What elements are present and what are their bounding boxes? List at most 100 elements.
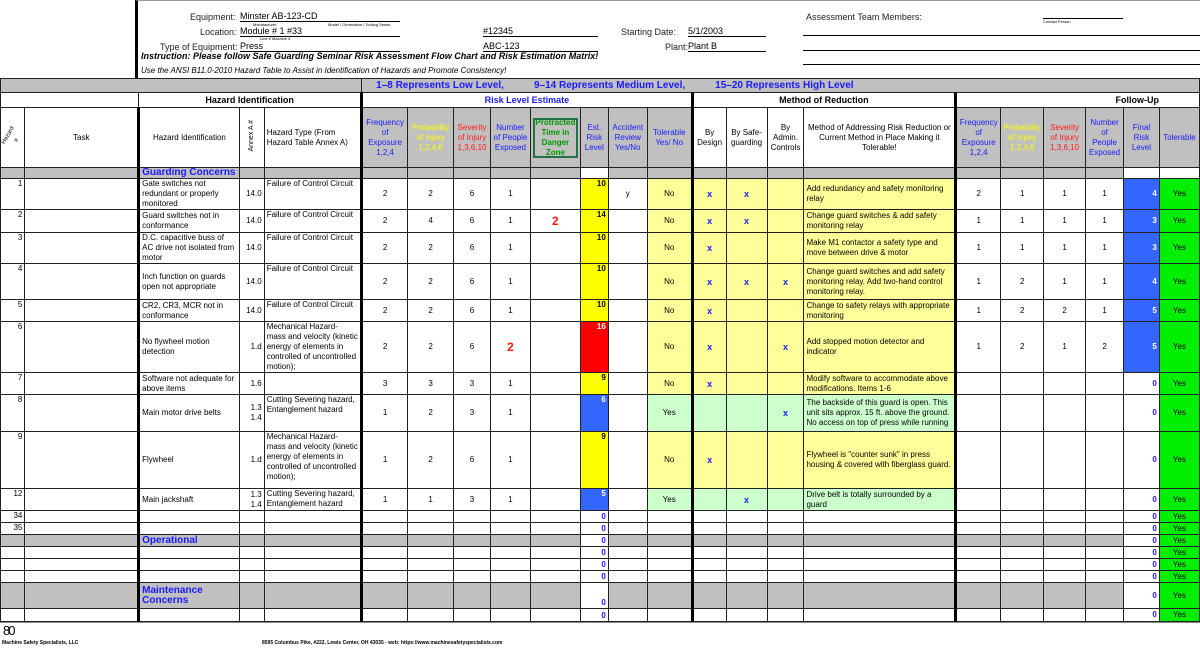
cell-freq[interactable] xyxy=(360,570,409,583)
type-field[interactable]: Press xyxy=(240,41,400,52)
cell-risk[interactable]: 14 xyxy=(579,209,609,233)
cell-type[interactable]: Mechanical Hazard- mass and velocity (ki… xyxy=(263,431,363,489)
cell-protracted[interactable] xyxy=(529,372,581,395)
cell-f-tolerable[interactable]: Yes xyxy=(1158,608,1200,622)
cell-design[interactable]: x xyxy=(690,372,727,395)
cell-sev[interactable]: 3 xyxy=(453,372,491,395)
cell-risk[interactable]: 0 xyxy=(579,558,609,571)
cell-type[interactable] xyxy=(263,522,363,535)
cell-type[interactable] xyxy=(263,582,363,609)
cell-f-freq[interactable]: 1 xyxy=(954,263,1002,300)
cell-hazard[interactable] xyxy=(137,608,240,622)
cell-final[interactable]: 0 xyxy=(1123,534,1160,547)
cell-f-people[interactable]: 2 xyxy=(1085,321,1125,373)
column-header-protracted[interactable]: Protracted Time in Danger Zone xyxy=(529,107,581,168)
cell-method[interactable]: Drive belt is totally surrounded by a gu… xyxy=(803,488,957,511)
cell-sev[interactable] xyxy=(453,608,491,622)
column-header-f-tolerable[interactable]: Tolerable xyxy=(1158,107,1200,168)
cell-f-people[interactable]: 1 xyxy=(1085,299,1125,322)
cell-method[interactable]: Add redundancy and safety monitoring rel… xyxy=(803,178,957,210)
cell-f-sev[interactable] xyxy=(1043,570,1087,583)
cell-type[interactable]: Failure of Control Circuit xyxy=(263,299,363,322)
cell-f-sev[interactable]: 1 xyxy=(1043,263,1087,300)
cell-safeguarding[interactable]: x xyxy=(725,263,768,300)
cell-sev[interactable]: 3 xyxy=(453,488,491,511)
cell-freq[interactable]: 2 xyxy=(360,209,409,233)
cell-design[interactable] xyxy=(690,582,727,609)
cell-risk[interactable]: 16 xyxy=(579,321,609,373)
cell-tolerable[interactable] xyxy=(646,608,693,622)
cell-safeguarding[interactable] xyxy=(725,299,768,322)
cell-f-prob[interactable] xyxy=(1000,608,1045,622)
cell-freq[interactable] xyxy=(360,510,409,523)
cell-review[interactable] xyxy=(607,209,648,233)
column-header-by-design[interactable]: By Design xyxy=(690,107,727,168)
cell-final[interactable]: 0 xyxy=(1123,522,1160,535)
cell-f-freq[interactable] xyxy=(954,570,1002,583)
cell-f-prob[interactable] xyxy=(1000,582,1045,609)
column-header-hazard-identification[interactable]: Hazard Identification xyxy=(137,107,240,168)
cell-f-freq[interactable]: 1 xyxy=(954,232,1002,264)
cell-review[interactable] xyxy=(607,582,648,609)
cell-f-freq[interactable] xyxy=(954,510,1002,523)
cell-hazard[interactable] xyxy=(137,546,240,559)
cell-f-freq[interactable]: 1 xyxy=(954,299,1002,322)
cell-review[interactable] xyxy=(607,431,648,489)
cell-f-prob[interactable]: 1 xyxy=(1000,178,1045,210)
cell-tolerable[interactable]: No xyxy=(646,209,693,233)
cell-f-prob[interactable] xyxy=(1000,570,1045,583)
cell-f-sev[interactable] xyxy=(1043,488,1087,511)
cell-type[interactable] xyxy=(263,372,363,395)
equipment-field[interactable]: Minster AB-123-CD xyxy=(240,11,400,22)
cell-f-sev[interactable] xyxy=(1043,582,1087,609)
cell-sev[interactable] xyxy=(453,570,491,583)
cell-f-prob[interactable]: 2 xyxy=(1000,321,1045,373)
cell-prob[interactable] xyxy=(407,534,455,547)
cell-method[interactable] xyxy=(803,534,957,547)
cell-admin[interactable] xyxy=(766,534,805,547)
cell-sev[interactable]: 6 xyxy=(453,263,491,300)
cell-people[interactable]: 1 xyxy=(489,299,531,322)
cell-method[interactable] xyxy=(803,510,957,523)
cell-num[interactable]: 9 xyxy=(0,431,26,489)
cell-hazard[interactable]: No flywheel motion detection xyxy=(137,321,240,373)
cell-f-prob[interactable] xyxy=(1000,558,1045,571)
cell-f-tolerable[interactable]: Yes xyxy=(1158,534,1200,547)
cell-people[interactable]: 1 xyxy=(489,394,531,432)
cell-f-prob[interactable]: 1 xyxy=(1000,209,1045,233)
cell-protracted[interactable] xyxy=(529,431,581,489)
cell-protracted[interactable] xyxy=(529,488,581,511)
cell-task[interactable] xyxy=(24,321,140,373)
cell-sev[interactable] xyxy=(453,546,491,559)
cell-final[interactable]: 3 xyxy=(1123,232,1160,264)
cell-protracted[interactable] xyxy=(529,232,581,264)
cell-safeguarding[interactable] xyxy=(725,372,768,395)
cell-design[interactable]: x xyxy=(690,299,727,322)
cell-design[interactable] xyxy=(690,510,727,523)
cell-f-freq[interactable]: 1 xyxy=(954,321,1002,373)
cell-f-sev[interactable] xyxy=(1043,394,1087,432)
cell-admin[interactable] xyxy=(766,167,805,179)
cell-f-prob[interactable]: 2 xyxy=(1000,263,1045,300)
cell-type[interactable]: Cutting Severing hazard, Entanglement ha… xyxy=(263,394,363,432)
cell-review[interactable] xyxy=(607,488,648,511)
cell-prob[interactable]: 2 xyxy=(407,299,455,322)
cell-final[interactable]: 4 xyxy=(1123,178,1160,210)
cell-method[interactable] xyxy=(803,546,957,559)
cell-tolerable[interactable] xyxy=(646,558,693,571)
cell-design[interactable] xyxy=(690,546,727,559)
cell-num[interactable] xyxy=(0,608,26,622)
cell-f-people[interactable] xyxy=(1085,546,1125,559)
cell-method[interactable] xyxy=(803,570,957,583)
cell-f-people[interactable] xyxy=(1085,372,1125,395)
column-header-by-admin[interactable]: By Admin. Controls xyxy=(766,107,805,168)
cell-safeguarding[interactable] xyxy=(725,431,768,489)
cell-people[interactable] xyxy=(489,608,531,622)
column-header-est-risk[interactable]: Est. Risk Level xyxy=(579,107,609,168)
cell-f-sev[interactable] xyxy=(1043,546,1087,559)
cell-type[interactable]: Cutting Severing hazard, Entanglement ha… xyxy=(263,488,363,511)
cell-people[interactable] xyxy=(489,570,531,583)
team-line-3[interactable] xyxy=(803,64,1200,65)
cell-prob[interactable]: 2 xyxy=(407,178,455,210)
cell-safeguarding[interactable]: x xyxy=(725,209,768,233)
